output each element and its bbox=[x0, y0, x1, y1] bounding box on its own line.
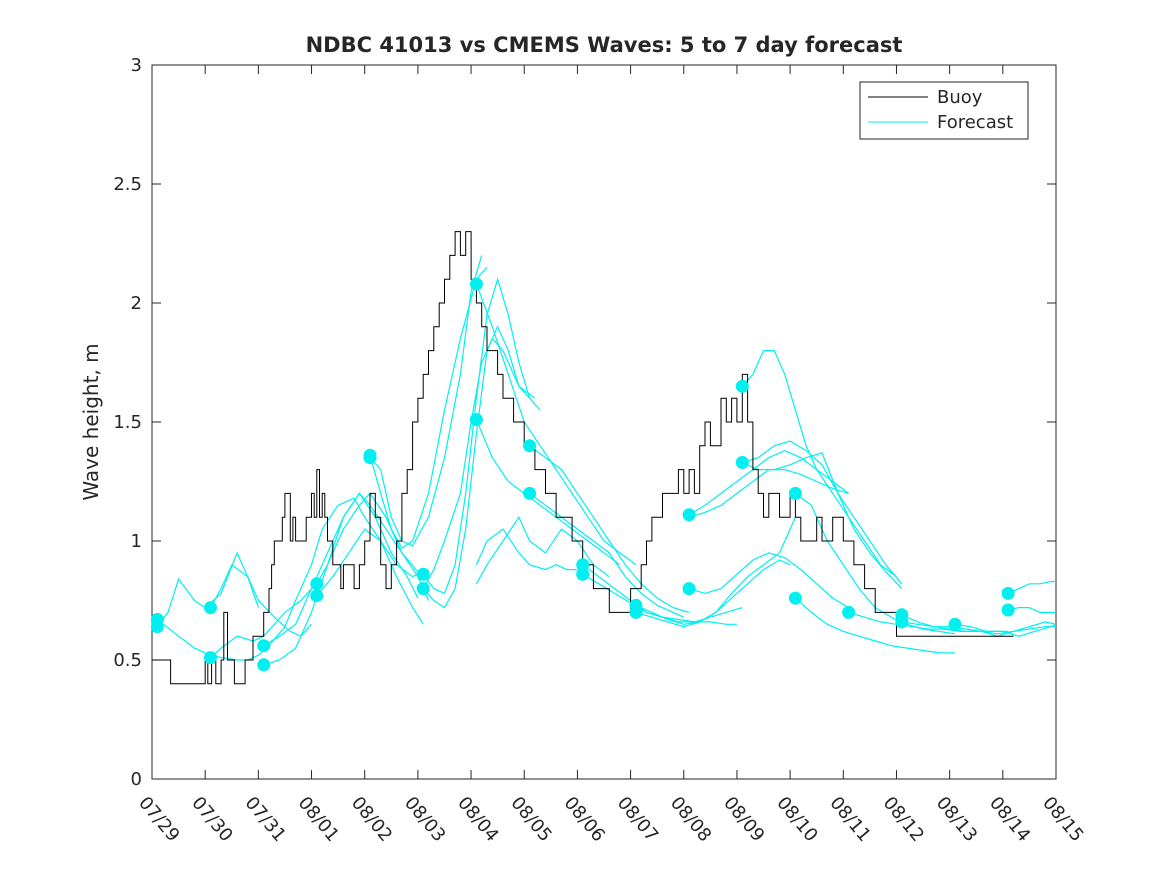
plot-area: 00.511.522.53 07/29 07/30 07/31 08/01 08/02 0… bbox=[113, 55, 1087, 846]
forecast-line bbox=[369, 255, 483, 547]
forecast-line bbox=[475, 419, 621, 566]
y-axis-ticks: 0 0.5 1 1.5 2 2.5 3 bbox=[113, 55, 1056, 790]
forecast-line bbox=[954, 623, 1057, 637]
forecast-start-marker bbox=[204, 601, 217, 615]
forecast-line bbox=[422, 325, 531, 609]
y-tick-label: 0.5 bbox=[113, 650, 142, 671]
y-tick-label: 1 bbox=[131, 531, 142, 552]
forecast-start-marker bbox=[842, 605, 856, 619]
forecast-start-marker bbox=[416, 567, 430, 581]
forecast-start-markers bbox=[150, 277, 1015, 672]
forecast-start-marker bbox=[469, 413, 483, 427]
y-tick-label: 2 bbox=[131, 293, 142, 314]
forecast-start-marker bbox=[416, 582, 430, 596]
forecast-line bbox=[688, 449, 849, 516]
forecast-line bbox=[741, 350, 897, 578]
y-tick-label: 3 bbox=[131, 55, 142, 76]
y-tick-label: 2.5 bbox=[113, 174, 142, 195]
forecast-line bbox=[901, 621, 1056, 635]
forecast-line bbox=[316, 492, 419, 585]
forecast-start-marker bbox=[150, 620, 164, 634]
forecast-start-marker bbox=[735, 379, 749, 393]
forecast-start-marker bbox=[948, 617, 962, 631]
legend: Buoy Forecast bbox=[859, 81, 1029, 140]
forecast-start-marker bbox=[363, 448, 377, 462]
forecast-start-marker bbox=[523, 486, 537, 500]
forecast-start-marker bbox=[788, 486, 802, 500]
forecast-start-marker bbox=[1001, 603, 1015, 617]
forecast-line bbox=[635, 559, 791, 628]
axes-box bbox=[151, 64, 1057, 780]
y-tick-label: 1.5 bbox=[113, 412, 142, 433]
forecast-start-marker bbox=[523, 439, 537, 453]
forecast-line bbox=[475, 528, 578, 571]
legend-buoy-label: Buoy bbox=[937, 87, 983, 108]
forecast-start-marker bbox=[682, 508, 696, 522]
buoy-series bbox=[152, 231, 1014, 685]
forecast-line bbox=[1007, 606, 1056, 614]
forecast-line bbox=[742, 452, 903, 590]
forecast-start-marker bbox=[576, 567, 590, 581]
chart-title: NDBC 41013 vs CMEMS Waves: 5 to 7 day fo… bbox=[306, 33, 903, 57]
forecast-start-marker bbox=[310, 577, 324, 591]
y-axis-label: Wave height, m bbox=[79, 343, 103, 500]
forecast-start-marker bbox=[735, 456, 749, 469]
forecast-line bbox=[529, 445, 690, 613]
forecast-line bbox=[369, 266, 488, 549]
legend-forecast-label: Forecast bbox=[937, 112, 1013, 133]
forecast-line bbox=[688, 552, 849, 609]
forecast-start-marker bbox=[257, 658, 271, 672]
buoy-line bbox=[152, 231, 1014, 685]
forecast-start-marker bbox=[310, 589, 324, 603]
forecast-line bbox=[1007, 580, 1056, 594]
forecast-line bbox=[795, 597, 955, 654]
forecast-start-marker bbox=[469, 277, 483, 291]
forecast-line bbox=[475, 283, 637, 566]
forecast-start-marker bbox=[204, 651, 217, 665]
y-tick-label: 0 bbox=[131, 769, 142, 790]
forecast-line bbox=[422, 337, 536, 589]
forecast-start-marker bbox=[682, 582, 696, 596]
forecast-line bbox=[742, 440, 903, 585]
forecast-start-marker bbox=[576, 558, 590, 572]
forecast-start-marker bbox=[788, 591, 802, 605]
forecast-line bbox=[475, 515, 610, 585]
forecast-start-marker bbox=[257, 639, 271, 653]
forecast-start-marker bbox=[1001, 586, 1015, 600]
legend-box bbox=[859, 81, 1029, 140]
forecast-line bbox=[209, 563, 312, 637]
forecast-start-marker bbox=[895, 615, 909, 629]
forecast-line bbox=[422, 277, 541, 595]
forecast-start-marker bbox=[629, 605, 643, 619]
forecast-line bbox=[316, 528, 424, 625]
